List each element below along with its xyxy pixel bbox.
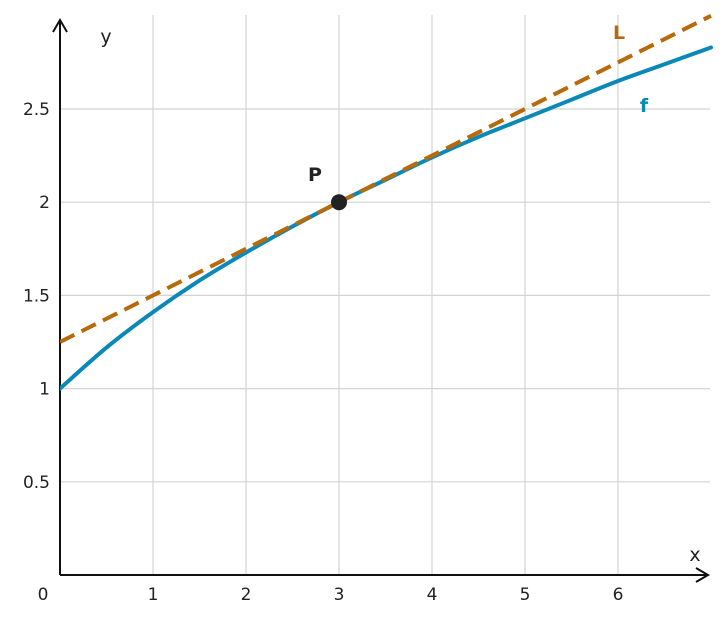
y-axis-arrow [52,18,68,33]
y-tick-label: 0.5 [23,473,50,493]
tick-labels: 1 2 3 4 5 6 0.5 1 1.5 2 2.5 [23,100,623,605]
x-tick-label: 5 [520,585,531,605]
series-label-L: L [613,22,625,44]
x-axis-label: x [689,544,700,566]
series-line-f [60,45,713,391]
x-tick-label: 2 [241,585,252,605]
y-tick-label: 1.5 [23,286,50,306]
series [60,14,713,391]
x-tick-label: 3 [334,585,345,605]
grid [60,15,710,575]
series-label-f: f [640,95,649,117]
x-axis-arrow [695,567,710,583]
points: P [308,164,347,211]
y-tick-label: 1 [39,380,50,400]
x-tick-label: 6 [613,585,624,605]
x-tick-label: 1 [148,585,159,605]
point-P [331,194,347,211]
series-line-L [60,14,712,344]
y-tick-label: 2 [39,193,50,213]
x-tick-label: 4 [427,585,438,605]
axes [52,18,710,583]
point-label-P: P [308,164,322,186]
y-tick-label: 2.5 [23,100,50,120]
y-axis-label: y [100,26,111,48]
origin-label: 0 [38,585,49,605]
